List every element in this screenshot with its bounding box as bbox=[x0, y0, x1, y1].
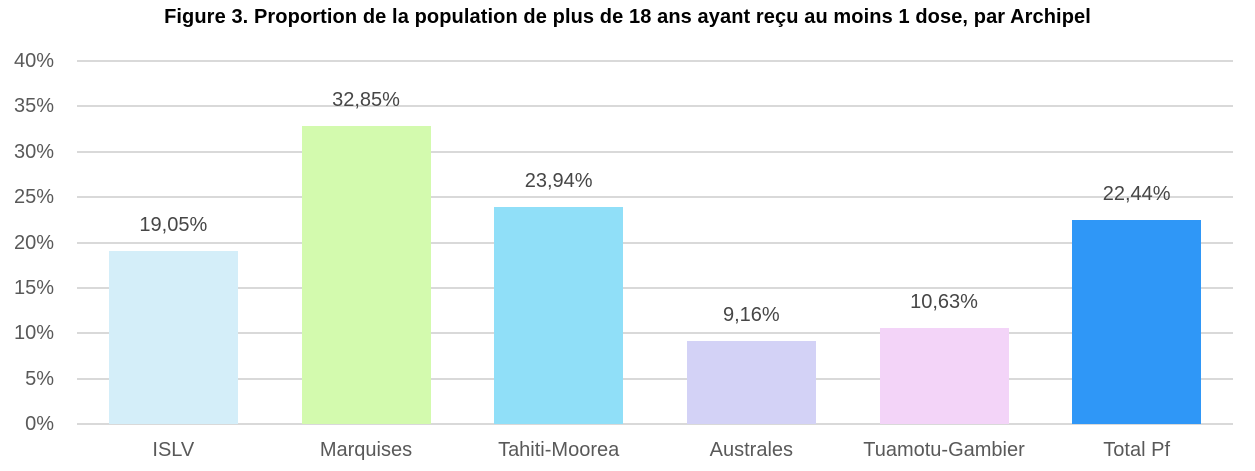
gridline bbox=[77, 423, 1233, 425]
bar-value-label: 22,44% bbox=[1102, 183, 1171, 206]
bar-tahiti-moorea bbox=[494, 206, 624, 424]
y-tick-label: 15% bbox=[13, 276, 54, 299]
x-tick-label: ISLV bbox=[152, 439, 195, 461]
bar-value-label: 19,05% bbox=[139, 214, 208, 237]
bar-islv bbox=[108, 251, 238, 424]
y-tick-label: 0% bbox=[25, 413, 54, 435]
bar-value-label: 10,63% bbox=[910, 290, 978, 313]
x-tick-label: Tahiti-Moorea bbox=[498, 439, 620, 461]
y-tick-label: 10% bbox=[13, 322, 54, 345]
y-tick-label: 30% bbox=[13, 140, 54, 163]
gridline bbox=[77, 105, 1233, 108]
gridline bbox=[77, 196, 1233, 199]
gridline bbox=[77, 60, 1233, 62]
bar-marquises bbox=[301, 125, 431, 424]
y-tick-label: 20% bbox=[13, 231, 54, 254]
y-tick-label: 25% bbox=[13, 186, 54, 209]
gridline bbox=[77, 332, 1233, 335]
x-tick-label: Tuamotu-Gambier bbox=[863, 439, 1025, 461]
x-tick-label: Total Pf bbox=[1103, 439, 1170, 461]
gridline bbox=[77, 241, 1233, 244]
gridline bbox=[77, 150, 1233, 153]
bar-value-label: 23,94% bbox=[524, 169, 593, 192]
chart-title: Figure 3. Proportion de la population de… bbox=[164, 6, 1091, 28]
gridline bbox=[77, 377, 1233, 380]
gridline bbox=[77, 286, 1233, 289]
bar-australes bbox=[686, 340, 816, 424]
bar-total-pf bbox=[1072, 220, 1202, 424]
y-tick-label: 40% bbox=[13, 50, 54, 72]
y-tick-label: 5% bbox=[25, 367, 54, 390]
y-tick-label: 35% bbox=[13, 95, 54, 118]
bar-tuamotu-gambier bbox=[879, 327, 1009, 424]
bar-value-label: 9,16% bbox=[722, 303, 780, 326]
bar-value-label: 32,85% bbox=[332, 88, 400, 111]
x-tick-label: Australes bbox=[709, 439, 794, 461]
x-tick-label: Marquises bbox=[319, 439, 413, 461]
